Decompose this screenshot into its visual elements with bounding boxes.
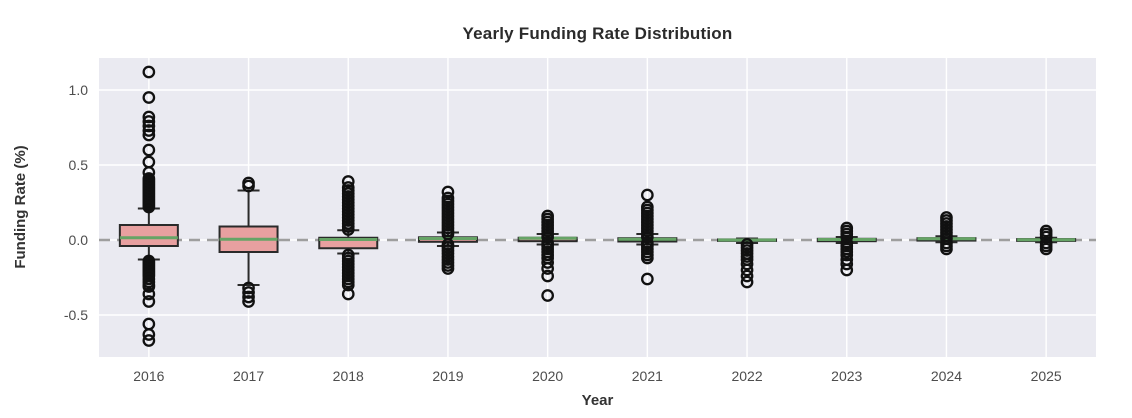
outlier-point <box>640 251 654 265</box>
x-axis-label: Year <box>581 392 614 409</box>
chart-title: Yearly Funding Rate Distribution <box>462 24 733 43</box>
outlier-point <box>541 230 555 244</box>
outlier-point <box>142 91 156 104</box>
outlier-point <box>740 269 754 283</box>
box-group-2023 <box>816 221 877 277</box>
box-group-2017 <box>218 176 279 308</box>
outlier-point <box>142 280 156 293</box>
box-group-2025 <box>1016 224 1077 256</box>
x-tick-label: 2017 <box>233 368 264 384</box>
outlier-point <box>242 281 255 295</box>
outlier-point <box>142 295 156 308</box>
x-tick-label: 2021 <box>632 368 663 384</box>
x-tick-label: 2016 <box>133 368 164 384</box>
outlier-point <box>640 230 654 244</box>
outlier-point <box>142 128 156 142</box>
outlier-point <box>840 230 854 244</box>
box-group-2024 <box>916 211 977 256</box>
y-tick-label: 0.0 <box>69 232 89 248</box>
box-group-2018 <box>318 175 379 301</box>
outlier-point <box>940 242 953 256</box>
box-group-2019 <box>417 185 478 275</box>
y-tick-label: 0.5 <box>69 157 89 173</box>
outlier-point <box>640 272 654 286</box>
outlier-point <box>640 188 654 202</box>
outlier-point <box>242 179 255 193</box>
outlier-point <box>840 263 854 277</box>
outlier-point <box>1039 242 1053 256</box>
outlier-point <box>341 223 355 236</box>
outlier-point <box>242 295 255 308</box>
outlier-point <box>740 257 754 271</box>
outlier-point <box>1039 230 1053 244</box>
x-tick-label: 2024 <box>931 368 962 384</box>
x-tick-label: 2023 <box>831 368 862 384</box>
outlier-point <box>242 286 255 299</box>
outlier-point <box>541 289 555 302</box>
y-tick-label: -0.5 <box>64 307 88 323</box>
outlier-point <box>441 262 455 275</box>
outlier-point <box>242 290 255 304</box>
plot-background <box>99 58 1096 357</box>
outlier-point <box>740 263 754 277</box>
outlier-point <box>341 278 355 292</box>
outlier-point <box>541 256 555 269</box>
outlier-point <box>441 185 455 199</box>
outlier-point <box>142 119 156 133</box>
outlier-point <box>142 334 156 347</box>
x-tick-label: 2019 <box>432 368 463 384</box>
box-group-2020 <box>517 209 578 302</box>
box-group-2022 <box>717 237 778 289</box>
outlier-point <box>341 175 355 188</box>
outlier-point <box>541 269 555 283</box>
x-tick-label: 2022 <box>731 368 762 384</box>
outlier-point <box>840 248 854 262</box>
outlier-point <box>142 124 156 137</box>
outlier-point <box>740 275 754 289</box>
box-group-2016 <box>118 65 179 347</box>
iqr-box <box>318 236 379 250</box>
outlier-point <box>142 143 156 157</box>
outlier-point <box>541 262 555 275</box>
iqr-box <box>118 224 179 247</box>
outlier-point <box>142 287 156 301</box>
outlier-point <box>341 287 355 301</box>
outlier-point <box>142 200 156 214</box>
outlier-point <box>142 115 156 128</box>
box-group-2021 <box>617 188 678 286</box>
outlier-point <box>840 257 854 271</box>
x-tick-label: 2018 <box>333 368 364 384</box>
y-tick-label: 1.0 <box>69 82 89 98</box>
x-tick-label: 2020 <box>532 368 563 384</box>
outlier-point <box>142 328 156 341</box>
x-tick-label: 2025 <box>1031 368 1062 384</box>
outlier-point <box>142 65 156 79</box>
outlier-point <box>142 110 156 124</box>
